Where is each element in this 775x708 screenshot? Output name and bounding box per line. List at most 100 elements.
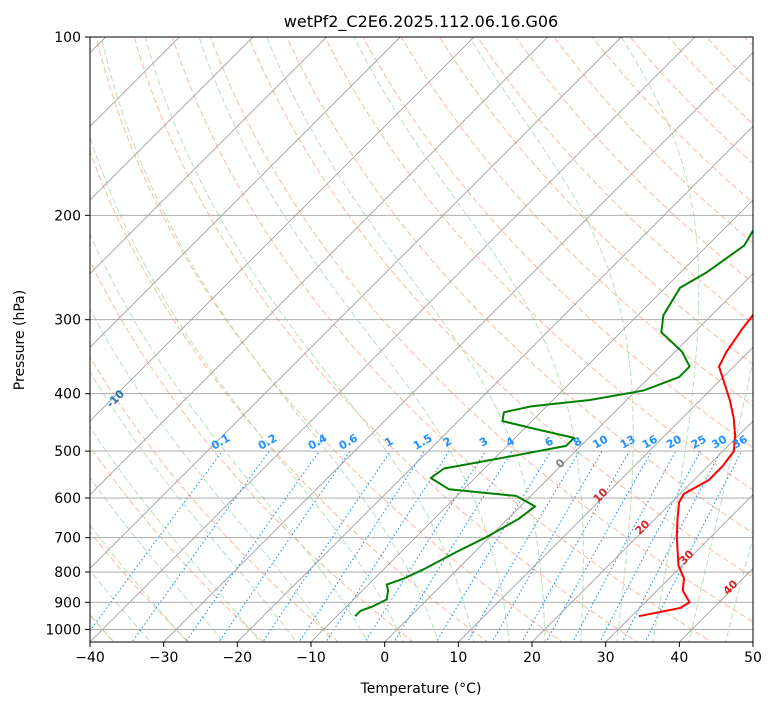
dry-adiabat-line (90, 445, 265, 642)
y-axis-label: Pressure (hPa) (12, 290, 28, 390)
moist-adiabat-label: 30 (677, 547, 697, 567)
isotherm-line (679, 567, 753, 642)
dry-adiabat-line (438, 37, 753, 366)
mixing-ratio-line (262, 450, 392, 642)
x-tick-label: 20 (523, 650, 541, 666)
isotherm-line (605, 494, 753, 642)
dry-adiabat-line (744, 37, 753, 47)
dry-adiabat-line (95, 37, 564, 642)
annotation-layer: 0.1 0.2 0.4 0.6 1 1.5 2 3 4 6 8 10 13 16 20 25 30 36-1001… (104, 387, 750, 598)
mixing-ratio-label: 16 (640, 432, 660, 451)
temperature-profile-line (638, 313, 753, 618)
isotherm-line (163, 52, 753, 642)
dry-adiabat-line (248, 37, 753, 578)
moist-adiabat-line (90, 476, 225, 642)
dry-adiabat-line (133, 37, 638, 642)
x-axis-label: Temperature (°C) (360, 681, 482, 697)
moist-adiabat-line (759, 37, 775, 654)
dry-adiabat-line (362, 37, 753, 449)
dry-adiabat-line (400, 37, 753, 407)
y-tick-label: 200 (54, 208, 81, 224)
isotherm-line (237, 125, 753, 642)
moist-adiabat-line (90, 370, 297, 642)
x-tick-label: 50 (744, 650, 762, 666)
dry-adiabat-line (705, 37, 753, 86)
isotherm-line (90, 37, 327, 275)
x-tick-label: −10 (296, 650, 326, 666)
series-layer (354, 228, 753, 618)
axis-layer: −40 −30 −20 −10 0 10 20 30 40 5010020030040050060… (45, 30, 762, 666)
moist-adiabat-line (90, 524, 188, 642)
plot-frame (89, 36, 754, 643)
grid-layer (90, 10, 775, 654)
mixing-ratio-line (545, 450, 653, 642)
moist-adiabat-line (198, 37, 510, 642)
y-tick-label: 800 (54, 565, 81, 581)
x-tick-label: −40 (75, 650, 105, 666)
x-tick-label: −30 (149, 650, 179, 666)
mixing-ratio-label: 3 (477, 435, 490, 450)
dry-adiabat-label: -10 (104, 387, 127, 410)
moist-adiabat-label: 0 (553, 456, 568, 471)
dry-adiabat-line (756, 10, 775, 654)
y-tick-label: 600 (54, 491, 81, 507)
y-tick-label: 700 (54, 531, 81, 547)
moist-adiabat-label: 10 (591, 485, 611, 505)
x-tick-label: 30 (597, 650, 615, 666)
y-tick-label: 900 (54, 595, 81, 611)
dewpoint-profile-line (354, 228, 753, 617)
mixing-ratio-line (90, 450, 223, 632)
isotherm-line (90, 37, 696, 642)
x-tick-label: 0 (380, 650, 389, 666)
dry-adiabat-line (515, 37, 753, 284)
moist-adiabat-label: 20 (633, 517, 653, 537)
mixing-ratio-label: 10 (590, 432, 610, 451)
moist-adiabat-line (90, 308, 333, 642)
moist-adiabat-line (353, 37, 584, 642)
mixing-ratio-line (185, 450, 320, 642)
isotherm-line (310, 199, 753, 642)
mixing-ratio-line (325, 450, 450, 642)
isotherm-line (90, 37, 548, 496)
y-tick-label: 500 (54, 444, 81, 460)
x-tick-label: 10 (449, 650, 467, 666)
isotherm-line (752, 641, 753, 642)
mixing-ratio-label: 1 (382, 435, 395, 450)
dry-adiabat-line (286, 37, 753, 534)
dry-adiabat-line (209, 37, 753, 623)
mixing-ratio-label: 1.5 (411, 432, 434, 453)
mixing-ratio-label: 25 (689, 433, 709, 452)
y-tick-label: 1000 (45, 622, 81, 638)
x-tick-label: −20 (223, 650, 253, 666)
isotherm-line (531, 420, 753, 642)
isotherm-line (384, 273, 753, 642)
x-tick-label: 40 (670, 650, 688, 666)
isotherm-line (90, 37, 475, 422)
moist-adiabat-line (469, 37, 634, 642)
moist-adiabat-label: 40 (721, 577, 741, 597)
y-tick-label: 300 (54, 313, 81, 329)
y-tick-label: 400 (54, 387, 81, 403)
mixing-ratio-line (298, 450, 425, 642)
isotherm-line (90, 37, 622, 569)
mixing-ratio-label: 20 (664, 432, 684, 451)
isotherm-line (90, 37, 254, 201)
dry-adiabat-line (90, 259, 414, 642)
y-tick-label: 100 (54, 30, 81, 46)
moist-adiabat-line (90, 426, 261, 642)
chart-title: wetPf2_C2E6.2025.112.06.16.G06 (284, 12, 558, 32)
moist-adiabat-line (90, 232, 369, 642)
isotherm-line (458, 346, 753, 642)
mixing-ratio-line (466, 450, 580, 642)
dry-adiabat-line (477, 37, 753, 325)
dry-adiabat-line (324, 37, 753, 491)
dry-adiabat-line (90, 150, 489, 642)
mixing-ratio-label: 30 (709, 432, 729, 451)
mixing-ratio-line (393, 450, 513, 642)
moist-adiabat-line (90, 569, 152, 642)
dry-adiabat-line (90, 356, 340, 642)
moist-adiabat-line (90, 135, 404, 642)
mixing-ratio-line (131, 450, 270, 642)
mixing-ratio-label: 8 (571, 435, 584, 450)
